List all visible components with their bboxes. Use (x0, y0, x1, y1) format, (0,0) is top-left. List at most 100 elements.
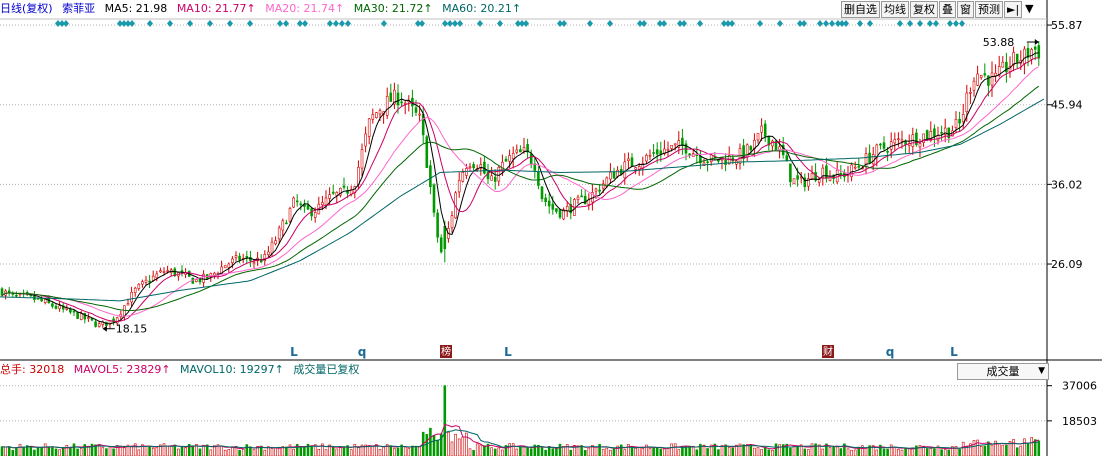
candle-body (850, 164, 853, 177)
candle-body (277, 227, 281, 240)
candle-body (151, 275, 155, 281)
volume-bar (961, 441, 965, 456)
candle-body (51, 303, 54, 307)
candle-body (0, 288, 4, 296)
event-diamond (452, 20, 458, 27)
candle-body (670, 145, 673, 149)
volume-bar (285, 446, 288, 456)
event-badge (822, 345, 834, 358)
volume-bar (562, 446, 565, 456)
candle-body (688, 153, 691, 156)
volume-bar (457, 438, 461, 456)
volume-bar (1019, 445, 1023, 456)
volume-bar (717, 449, 720, 456)
event-diamond (725, 20, 731, 27)
candle-body (648, 154, 652, 157)
volume-bar (79, 448, 83, 456)
candle-body (835, 169, 839, 183)
candle-body (925, 130, 929, 140)
volume-bar (166, 445, 169, 456)
candle-body (583, 195, 587, 205)
candle-body (857, 166, 861, 168)
stock-name: 索菲亚 (62, 2, 96, 15)
skip-end-icon[interactable]: ►| (1004, 1, 1023, 18)
volume-bar (540, 447, 544, 456)
event-diamond (117, 20, 123, 27)
candle-body (328, 194, 331, 199)
volume-bar (40, 447, 43, 456)
volume-bar (101, 447, 105, 456)
volume-bar (1005, 444, 1008, 456)
volume-bar (893, 447, 897, 456)
candle-body (148, 280, 151, 283)
volume-adjusted-note: 成交量已复权 (293, 363, 360, 376)
event-diamond (607, 20, 613, 27)
candle-body (623, 161, 627, 179)
high-arrow (1034, 39, 1039, 46)
volume-panel-header: 总手: 32018 MAVOL5: 23829↑ MAVOL10: 19297↑… (0, 362, 365, 378)
candle-body (389, 92, 393, 102)
candle-body (1012, 52, 1015, 66)
volume-bar (699, 443, 702, 456)
candle-body (227, 263, 231, 268)
event-diamond (835, 20, 841, 27)
volume-bar (976, 439, 979, 456)
candle-body (943, 127, 947, 135)
volume-bar (508, 443, 511, 456)
volume-bar (594, 446, 598, 456)
candle-body (7, 290, 11, 293)
candle-body (306, 204, 310, 210)
candle-body (990, 72, 994, 86)
window-button[interactable]: 窗 (957, 1, 974, 18)
remove-watchlist-button[interactable]: 删自选 (841, 1, 880, 18)
event-badge-label: 财 (823, 345, 833, 358)
forecast-button[interactable]: 预测 (975, 1, 1003, 18)
event-diamond (953, 20, 959, 27)
volume-bar (137, 449, 141, 456)
candle-body (400, 101, 403, 104)
candle-body (915, 132, 918, 146)
volume-bar (54, 448, 58, 456)
candle-body (965, 92, 969, 112)
volume-bar (249, 446, 252, 456)
volume-bar (1001, 444, 1005, 456)
candle-body (796, 175, 799, 180)
volume-bar (979, 445, 983, 456)
volume-bar (1023, 438, 1026, 456)
chevron-down-icon[interactable]: ▼ (1025, 2, 1034, 15)
moving-average-button[interactable]: 均线 (881, 1, 909, 18)
candle-body (403, 102, 407, 105)
volume-bar (871, 445, 875, 456)
volume-bar (238, 449, 241, 456)
volume-bar (511, 443, 515, 456)
volume-bar (677, 449, 681, 456)
volume-bar (479, 444, 483, 456)
volume-bar (821, 448, 825, 456)
event-diamond (129, 20, 135, 27)
candle-body (929, 130, 933, 141)
candle-body (958, 118, 961, 124)
candle-body (288, 208, 292, 222)
candle-body (436, 212, 439, 238)
overlay-button[interactable]: 叠 (939, 1, 956, 18)
volume-bar (835, 445, 839, 456)
volume-bar (753, 447, 756, 456)
volume-bar (990, 444, 994, 456)
candle-body (526, 144, 529, 153)
event-diamond (187, 20, 193, 27)
candle-body (465, 168, 468, 176)
volume-bar (537, 444, 540, 456)
candle-body (378, 110, 382, 115)
candle-body (1023, 48, 1026, 65)
candle-body (803, 177, 807, 188)
adjust-price-button[interactable]: 复权 (910, 1, 938, 18)
volume-bar (151, 447, 155, 456)
volume-bar (1015, 447, 1019, 456)
volume-bar (904, 448, 907, 456)
volume-bar (645, 444, 648, 456)
volume-bar (310, 445, 313, 456)
candle-body (342, 185, 346, 188)
indicator-select[interactable]: 成交量 ▼ (957, 363, 1049, 380)
candle-body (673, 143, 677, 146)
candle-body (537, 171, 540, 186)
